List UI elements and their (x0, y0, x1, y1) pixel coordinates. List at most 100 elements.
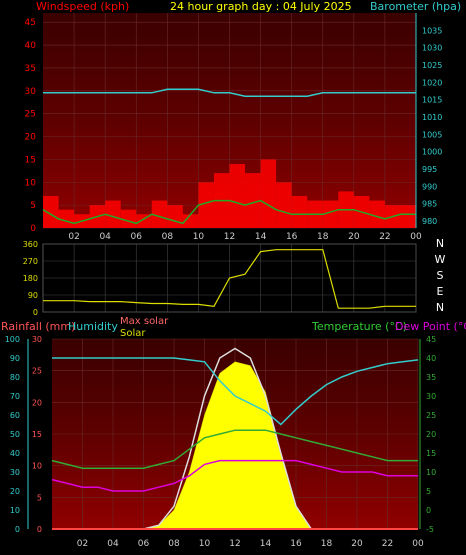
y-tick-left: 40 (25, 41, 37, 51)
x-tick: 00 (410, 232, 422, 242)
humidity-tick: 0 (15, 525, 20, 534)
humidity-tick: 40 (10, 449, 20, 458)
x-tick: 18 (321, 539, 333, 549)
rain-tick: 5 (37, 493, 42, 502)
gust-bar (369, 200, 385, 228)
x-tick: 08 (168, 539, 180, 549)
gust-bar (120, 209, 137, 228)
y-tick-right: 995 (422, 165, 437, 174)
y-tick-right: 1025 (422, 61, 442, 70)
x-tick: 20 (348, 232, 360, 242)
y-tick-left: 35 (25, 64, 36, 74)
x-tick: 04 (99, 232, 111, 242)
x-tick: 14 (260, 539, 272, 549)
y-tick-right: 1020 (422, 78, 442, 87)
chart-title: 24 hour graph day : 04 July 2025 (170, 0, 352, 13)
rain-tick: 15 (32, 430, 42, 439)
humidity-tick: 30 (10, 468, 20, 477)
x-tick: 16 (286, 232, 298, 242)
x-tick: 12 (229, 539, 240, 549)
direction-tick: 180 (23, 274, 38, 283)
y-tick-left: 15 (25, 155, 36, 165)
rain-tick: 20 (32, 398, 42, 407)
gust-bar (245, 173, 261, 228)
humidity-tick: 60 (10, 411, 20, 420)
x-tick: 02 (68, 232, 79, 242)
x-tick: 10 (199, 539, 211, 549)
x-tick: 08 (162, 232, 174, 242)
barometer-line (43, 88, 416, 97)
humidity-tick: 90 (10, 354, 20, 363)
gust-bar (58, 209, 75, 228)
x-tick: 02 (77, 539, 88, 549)
y-tick-right: 1015 (422, 96, 442, 105)
gust-bar (400, 205, 416, 228)
humidity-tick: 10 (10, 506, 20, 515)
y-tick-left: 0 (30, 224, 36, 234)
x-tick: 06 (131, 232, 143, 242)
gust-bar (291, 195, 308, 228)
compass-letter: N (436, 301, 444, 314)
temp-tick: 35 (426, 373, 436, 382)
climate-plot: 0102030405060708090100051015202530-50510… (5, 335, 436, 549)
y-tick-left: 20 (25, 133, 37, 143)
gust-bar (136, 214, 152, 228)
gust-bar (105, 200, 121, 228)
humidity-tick: 50 (10, 430, 20, 439)
y-tick-right: 1035 (422, 26, 442, 35)
humidity-tick: 70 (10, 392, 20, 401)
temp-tick: 20 (426, 430, 436, 439)
humidity-label: Humidity (68, 320, 118, 333)
gust-bar (260, 159, 277, 228)
max-solar-label: Max solar (120, 316, 169, 327)
humidity-tick: 20 (10, 487, 20, 496)
temperature-label: Temperature (°C) (311, 320, 407, 333)
y-tick-left: 25 (25, 110, 36, 120)
y-tick-left: 10 (25, 178, 37, 188)
gust-bar (151, 200, 168, 228)
x-tick: 22 (382, 539, 393, 549)
direction-plot: 0 90 180 270 360 (23, 240, 417, 317)
rain-tick: 30 (32, 335, 42, 344)
x-tick: 18 (317, 232, 329, 242)
compass-letter: W (435, 253, 446, 266)
x-tick: 06 (138, 539, 150, 549)
y-tick-left: 5 (30, 201, 36, 211)
humidity-tick: 100 (5, 335, 20, 344)
direction-tick: 270 (23, 257, 38, 266)
x-tick: 22 (379, 232, 390, 242)
gust-bar (167, 205, 183, 228)
gust-bar (198, 182, 214, 228)
y-tick-right: 980 (422, 217, 437, 226)
gust-bar (322, 200, 339, 228)
temperature-line (51, 429, 418, 469)
rain-tick: 25 (32, 367, 42, 376)
direction-tick: 90 (28, 291, 38, 300)
x-tick: 12 (224, 232, 235, 242)
y-tick-right: 1010 (422, 113, 442, 122)
y-tick-right: 985 (422, 200, 437, 209)
dewpoint-line (51, 459, 418, 492)
gust-bar (43, 195, 59, 228)
gust-bar (276, 182, 292, 228)
compass-letter: N (436, 237, 444, 250)
y-tick-right: 1000 (422, 148, 442, 157)
gust-bar (229, 163, 246, 228)
temp-tick: 45 (426, 335, 436, 344)
wind-plot: 0510152025303540459809859909951000100510… (25, 13, 442, 242)
barometer-label: Barometer (hpa) (370, 0, 461, 13)
y-tick-left: 30 (25, 87, 37, 97)
rain-tick: 0 (37, 525, 42, 534)
y-tick-right: 990 (422, 182, 437, 191)
dewpoint-label: Dew Point (°C) (395, 320, 466, 333)
windspeed-label: Windspeed (kph) (36, 0, 129, 13)
temp-tick: -5 (426, 525, 434, 534)
x-tick: 20 (351, 539, 363, 549)
compass-letter: S (437, 269, 444, 282)
compass-letter: E (437, 285, 444, 298)
x-tick: 16 (290, 539, 302, 549)
x-tick: 00 (412, 539, 424, 549)
temp-tick: 40 (426, 354, 436, 363)
